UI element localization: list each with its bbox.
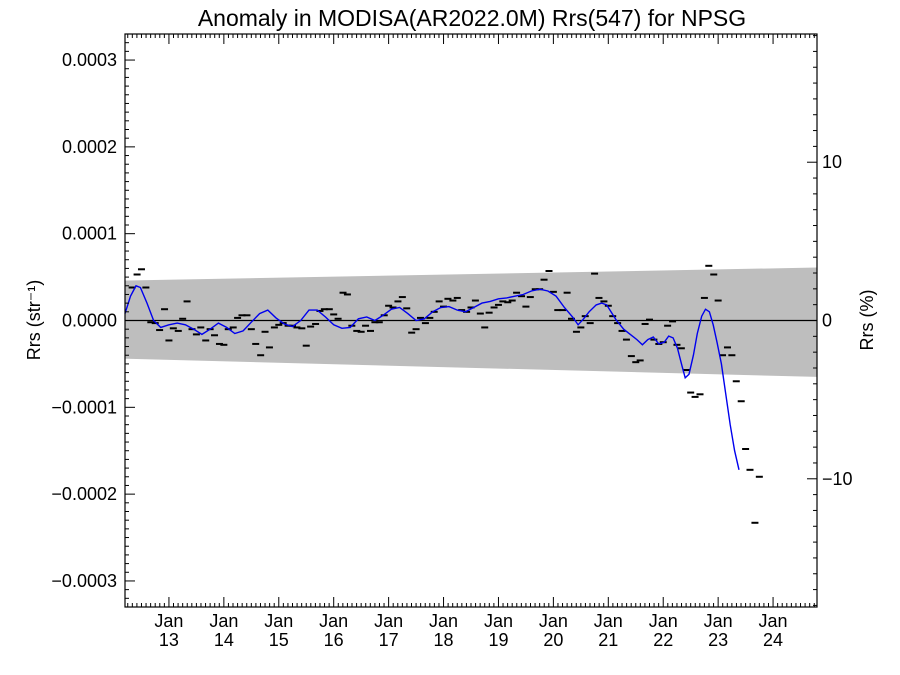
y-tick-label-right: 0: [822, 311, 832, 331]
x-tick-label-month: Jan: [429, 611, 458, 631]
x-tick-label-month: Jan: [209, 611, 238, 631]
y-tick-label-left: 0.0003: [62, 50, 117, 70]
x-tick-label-year: 15: [269, 630, 289, 650]
y-axis-label-right: Rrs (%): [857, 290, 877, 351]
y-tick-label-left: 0.0002: [62, 137, 117, 157]
x-tick-label-year: 14: [214, 630, 234, 650]
x-tick-label-year: 24: [763, 630, 783, 650]
y-tick-label-left: −0.0001: [51, 397, 117, 417]
y-tick-label-left: 0.0001: [62, 224, 117, 244]
x-tick-label-month: Jan: [704, 611, 733, 631]
y-axis-ticks: 0.0003 0.0002 0.0001 0.0000 −0.0001 −0.0002 −0…: [51, 33, 853, 608]
x-tick-label-year: 18: [434, 630, 454, 650]
x-tick-label-year: 16: [324, 630, 344, 650]
y-tick-label-right: 10: [822, 152, 842, 172]
x-tick-label-year: 13: [159, 630, 179, 650]
x-axis-ticks: Jan13Jan14Jan15Jan16Jan17Jan18Jan19Jan20…: [127, 34, 815, 650]
y-tick-label-left: −0.0002: [51, 484, 117, 504]
x-tick-label-month: Jan: [594, 611, 623, 631]
x-tick-label-month: Jan: [319, 611, 348, 631]
smoothed-anomaly-line: [124, 284, 740, 470]
x-tick-label-month: Jan: [154, 611, 183, 631]
x-tick-label-year: 19: [488, 630, 508, 650]
y-tick-label-right: −10: [822, 469, 853, 489]
x-tick-label-month: Jan: [649, 611, 678, 631]
x-tick-label-year: 20: [543, 630, 563, 650]
x-tick-label-month: Jan: [264, 611, 293, 631]
confidence-band: [125, 267, 817, 377]
band-area: [125, 267, 817, 377]
x-tick-label-year: 17: [379, 630, 399, 650]
x-tick-label-month: Jan: [374, 611, 403, 631]
x-tick-label-year: 23: [708, 630, 728, 650]
x-tick-label-year: 21: [598, 630, 618, 650]
y-tick-label-left: 0.0000: [62, 311, 117, 331]
x-tick-label-year: 22: [653, 630, 673, 650]
smoothed-line-path: [124, 284, 740, 470]
x-tick-label-month: Jan: [759, 611, 788, 631]
x-tick-label-month: Jan: [484, 611, 513, 631]
y-tick-label-left: −0.0003: [51, 571, 117, 591]
chart-title: Anomaly in MODISA(AR2022.0M) Rrs(547) fo…: [198, 5, 746, 31]
x-tick-label-month: Jan: [539, 611, 568, 631]
y-axis-label-left: Rrs (str⁻¹): [24, 280, 44, 360]
